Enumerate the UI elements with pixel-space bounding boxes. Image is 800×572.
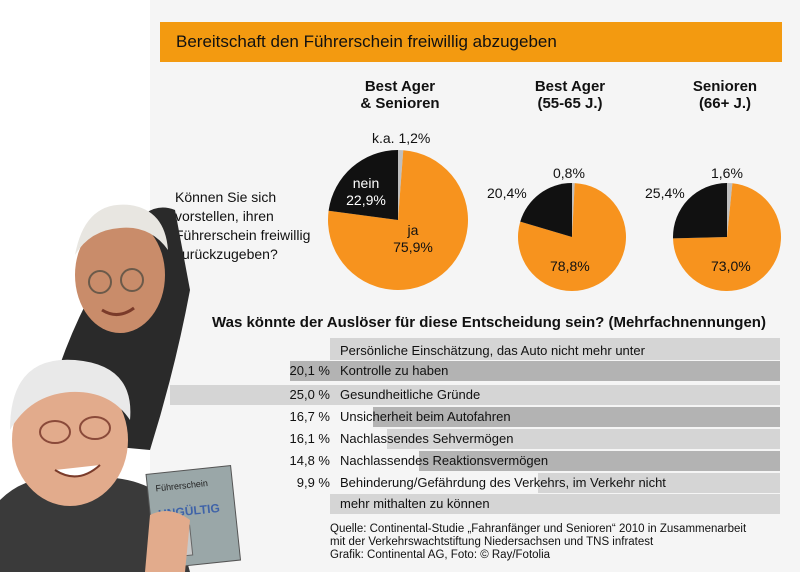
pie-3-slice-nein (673, 183, 727, 239)
pie-2-slice-ja (518, 183, 626, 291)
pie-1-ja-value: 75,9% (393, 239, 433, 255)
man-glasses-right (120, 268, 144, 292)
bar-0-label-line-1: Persönliche Einschätzung, das Auto nicht… (340, 343, 645, 358)
bar-0 (289, 361, 780, 381)
source-note: Quelle: Continental-Studie „Fahranfänger… (330, 523, 790, 562)
bar-4-value: 14,8 % (289, 453, 330, 468)
bar-1 (170, 385, 780, 405)
man-face (75, 217, 165, 333)
source-line-2: mit der Verkehrswachtstiftung Niedersach… (330, 536, 654, 548)
pie-1-title-line-2: & Senioren (360, 95, 440, 112)
woman-face (12, 374, 128, 506)
pie-2-ja-label: 78,8% (550, 258, 590, 274)
pie-1-title-line-1: Best Ager (364, 78, 436, 95)
pie-1-ja-label: ja 75,9% (388, 222, 438, 256)
pie-1-slice-ja (328, 150, 468, 290)
woman-glasses-left (39, 420, 71, 444)
pie-2-slice-nein (520, 183, 572, 237)
bar-5-value: 9,9 % (296, 475, 330, 490)
pie-1-nein-text: nein (352, 175, 380, 191)
bar-4-label: Nachlassendes Reaktionsvermögen (340, 453, 549, 468)
man-smile (101, 306, 135, 316)
pie-3-slice-ja (673, 183, 781, 291)
pie-3-slice-ka (727, 183, 733, 237)
bar-3-label: Nachlassendes Sehvermögen (340, 431, 514, 446)
bar-row-5-bottom (330, 494, 780, 514)
bar-chart-title: Was könnte der Auslöser für diese Entsch… (212, 314, 766, 331)
chart-title: Bereitschaft den Führerschein freiwillig… (160, 22, 782, 62)
pie-3-title-line-1: Senioren (692, 78, 758, 95)
pie-2-title-line-1: Best Ager (534, 78, 606, 95)
bar-0-value: 20,1 % (289, 363, 330, 378)
pie-1-ka-label: k.a. 1,2% (372, 130, 431, 146)
woman-smile (54, 464, 101, 478)
pie-2-nein-label: 20,4% (487, 185, 527, 201)
man-hair (75, 204, 168, 255)
source-line-1: Quelle: Continental-Studie „Fahranfänger… (330, 523, 747, 535)
bar-4 (418, 451, 780, 471)
pie-2-title: Best Ager (55-65 J.) (500, 78, 640, 112)
woman-glasses-right (79, 416, 111, 440)
bar-3 (387, 429, 780, 449)
pie-1-slice-nein (328, 150, 398, 220)
seniors-photo: Führerschein UNGÜLTIG (0, 204, 242, 572)
woman-hair (10, 359, 131, 430)
bar-1-label: Gesundheitliche Gründe (340, 387, 481, 402)
pie-1-slice-ka (398, 150, 404, 220)
pie-3-title: Senioren (66+ J.) (655, 78, 795, 112)
pie-2-slice-ka (572, 183, 575, 237)
bar-5-label-line-2: mehr mithalten zu können (340, 496, 490, 511)
pie-chart-all (328, 150, 468, 290)
pie-1-nein-value: 22,9% (346, 192, 386, 208)
bar-2-value: 16,7 % (289, 409, 330, 424)
bar-3-value: 16,1 % (289, 431, 330, 446)
pie-1-title: Best Ager & Senioren (325, 78, 475, 112)
pie-1-nein-label: nein 22,9% (341, 175, 391, 209)
source-line-3: Grafik: Continental AG, Foto: © Ray/Foto… (330, 549, 551, 561)
pie-chart-senioren (673, 183, 781, 291)
pie-2-title-line-2: (55-65 J.) (537, 95, 603, 112)
pie-chart-best-ager (518, 183, 626, 291)
pie-2-ka-label: 0,8% (553, 165, 585, 181)
bar-0-label-line-2: Kontrolle zu haben (340, 363, 449, 378)
bar-row-0-top (330, 338, 780, 360)
pie-question: Können Sie sich vorstellen, ihren Führer… (175, 189, 311, 262)
pie-3-ja-label: 73,0% (711, 258, 751, 274)
woman-jacket (0, 477, 190, 572)
bar-2 (372, 407, 780, 427)
pie-3-nein-label: 25,4% (645, 185, 685, 201)
bar-5 (538, 473, 780, 493)
man-glasses-left (88, 270, 112, 294)
bar-5-label-line-1: Behinderung/Gefährdung des Verkehrs, im … (340, 475, 666, 490)
pie-1-ja-text: ja (407, 222, 419, 238)
pie-3-title-line-2: (66+ J.) (698, 95, 752, 112)
pie-3-ka-label: 1,6% (711, 165, 743, 181)
woman-hand (145, 511, 190, 572)
bar-1-value: 25,0 % (289, 387, 330, 402)
bar-2-label: Unsicherheit beim Autofahren (340, 409, 511, 424)
